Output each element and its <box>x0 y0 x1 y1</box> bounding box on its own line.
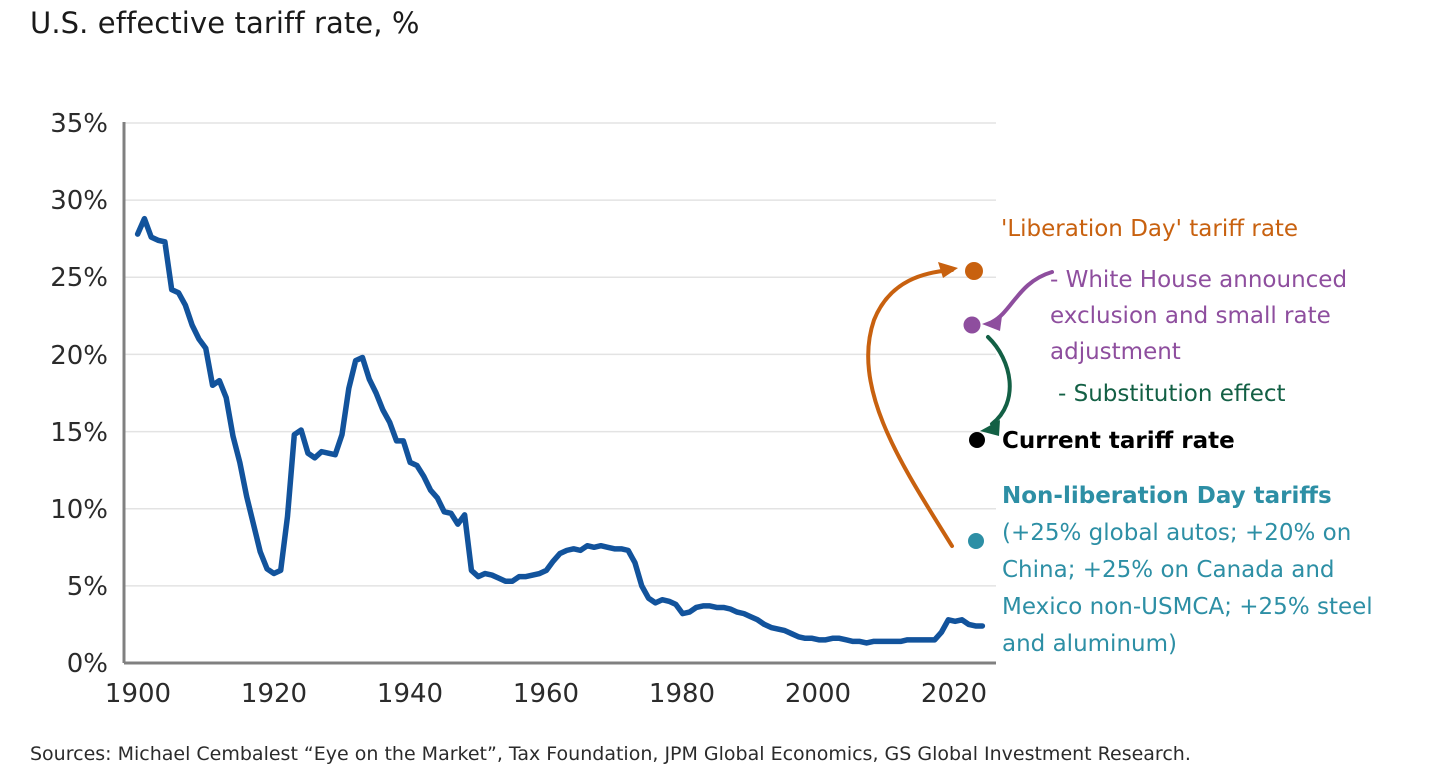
y-tick-label: 5% <box>67 572 108 602</box>
x-axis-tick-labels: 1900 1920 1940 1960 1980 2000 2020 <box>105 679 987 709</box>
x-tick-label: 1900 <box>105 679 171 709</box>
current-rate-marker[interactable] <box>969 432 985 448</box>
y-tick-label: 15% <box>50 418 108 448</box>
y-tick-label: 20% <box>50 341 108 371</box>
current-tariff-rate-label: Current tariff rate <box>1002 428 1235 454</box>
page-title: U.S. effective tariff rate, % <box>30 6 420 40</box>
x-tick-label: 1960 <box>513 679 579 709</box>
substitution-arrow <box>986 335 1012 426</box>
annotation-arrows <box>866 262 1054 548</box>
source-note: Sources: Michael Cembalest “Eye on the M… <box>30 743 1191 765</box>
liberation-day-arrowhead <box>938 262 958 278</box>
scenario-markers <box>963 262 985 549</box>
non-liberation-marker[interactable] <box>968 533 984 549</box>
liberation-day-marker[interactable] <box>965 262 983 280</box>
x-tick-label: 1940 <box>377 679 443 709</box>
x-tick-label: 1920 <box>241 679 307 709</box>
white-house-arrowhead <box>982 316 1002 331</box>
y-axis-tick-labels: 35% 30% 25% 20% 15% 10% 5% 0% <box>50 109 108 679</box>
y-tick-label: 35% <box>50 109 108 139</box>
y-tick-label: 25% <box>50 263 108 293</box>
white-house-arrow <box>990 270 1054 324</box>
axis-lines <box>122 122 996 665</box>
x-tick-label: 2020 <box>921 679 987 709</box>
y-tick-label: 10% <box>50 495 108 525</box>
chart-plot-area: 35% 30% 25% 20% 15% 10% 5% 0% 1900 1920 … <box>50 109 1054 709</box>
liberation-day-label: 'Liberation Day' tariff rate <box>1001 216 1299 242</box>
y-tick-label: 30% <box>50 186 108 216</box>
substitution-effect-label: - Substitution effect <box>1058 381 1286 407</box>
substitution-arrowhead <box>980 420 1000 436</box>
liberation-day-arrow <box>866 268 954 548</box>
x-tick-label: 2000 <box>785 679 851 709</box>
non-liberation-detail: (+25% global autos; +20% on China; +25% … <box>1002 520 1373 657</box>
gridlines <box>124 122 996 587</box>
tariff-rate-line-chart: 35% 30% 25% 20% 15% 10% 5% 0% 1900 1920 … <box>50 109 1054 709</box>
non-liberation-heading: Non-liberation Day tariffs <box>1002 483 1332 509</box>
tariff-rate-line <box>134 215 986 646</box>
white-house-adjustment-label: - White House announced exclusion and sm… <box>1050 267 1348 365</box>
y-tick-label: 0% <box>67 649 108 679</box>
x-tick-label: 1980 <box>649 679 715 709</box>
non-liberation-tariffs-label: Non-liberation Day tariffs (+25% global … <box>1002 478 1382 663</box>
white-house-adjustment-marker[interactable] <box>963 316 981 334</box>
